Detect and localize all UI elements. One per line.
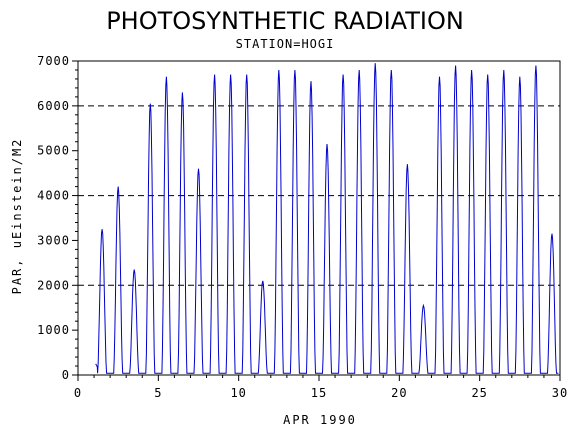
y-tick-label: 5000 [37,144,70,158]
x-tick-label: 15 [311,386,327,400]
reference-lines [78,105,560,286]
chart-title: PHOTOSYNTHETIC RADIATION [106,7,464,35]
y-tick-label: 6000 [37,99,70,113]
y-tick-label: 3000 [37,233,70,247]
x-axis-label: APR 1990 [283,413,357,427]
y-axis-label: PAR, uEinstein/M2 [10,138,24,295]
y-axis-ticks: 0 1000 2000 3000 4000 5000 6000 7000 [37,54,78,382]
x-tick-label: 25 [471,386,487,400]
y-tick-label: 1000 [37,323,70,337]
x-tick-label: 30 [552,386,568,400]
chart-subtitle: STATION=HOGI [236,37,335,51]
y-tick-label: 0 [62,368,70,382]
x-tick-label: 20 [391,386,407,400]
par-series-line [95,63,559,374]
x-tick-label: 0 [74,386,82,400]
x-tick-label: 10 [230,386,246,400]
x-tick-label: 5 [154,386,162,400]
y-tick-label: 4000 [37,189,70,203]
x-axis-ticks: 0 5 10 15 20 25 30 [74,375,568,400]
y-tick-label: 2000 [37,278,70,292]
y-tick-label: 7000 [37,54,70,68]
